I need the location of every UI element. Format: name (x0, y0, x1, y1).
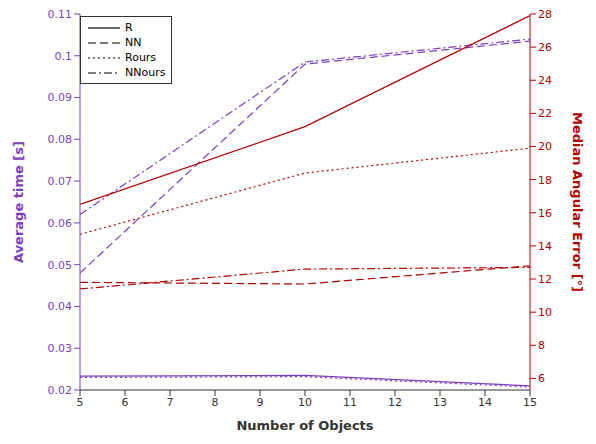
svg-text:18: 18 (538, 174, 552, 187)
svg-text:0.07: 0.07 (48, 175, 73, 188)
svg-text:Average time [s]: Average time [s] (11, 141, 26, 263)
svg-text:5: 5 (77, 396, 84, 409)
svg-text:0.06: 0.06 (48, 217, 73, 230)
svg-text:14: 14 (538, 240, 552, 253)
svg-text:12: 12 (538, 273, 552, 286)
svg-text:0.02: 0.02 (48, 384, 73, 397)
svg-text:0.1: 0.1 (55, 50, 73, 63)
svg-text:10: 10 (538, 306, 552, 319)
svg-text:0.09: 0.09 (48, 91, 73, 104)
svg-text:16: 16 (538, 207, 552, 220)
html-text:NNours: NNours (125, 66, 166, 79)
svg-text:7: 7 (167, 396, 174, 409)
html-text:NN: NN (125, 36, 142, 49)
svg-text:20: 20 (538, 140, 552, 153)
html-text:R: R (125, 21, 133, 34)
svg-text:8: 8 (538, 339, 545, 352)
svg-text:0.04: 0.04 (48, 300, 73, 313)
svg-text:6: 6 (538, 372, 545, 385)
svg-text:13: 13 (433, 396, 447, 409)
svg-text:Number of Objects: Number of Objects (236, 418, 373, 433)
svg-text:6: 6 (122, 396, 129, 409)
svg-text:22: 22 (538, 107, 552, 120)
svg-text:15: 15 (523, 396, 537, 409)
svg-text:24: 24 (538, 74, 552, 87)
svg-text:Median Angular Error [°]: Median Angular Error [°] (570, 112, 585, 292)
svg-text:0.11: 0.11 (48, 8, 73, 21)
svg-text:11: 11 (343, 396, 357, 409)
html-text:Rours: Rours (125, 51, 157, 64)
svg-text:12: 12 (388, 396, 402, 409)
svg-text:14: 14 (478, 396, 492, 409)
svg-text:0.08: 0.08 (48, 133, 73, 146)
svg-text:0.05: 0.05 (48, 259, 73, 272)
svg-text:0.03: 0.03 (48, 342, 73, 355)
svg-text:10: 10 (298, 396, 312, 409)
svg-text:28: 28 (538, 8, 552, 21)
svg-text:26: 26 (538, 41, 552, 54)
svg-text:8: 8 (212, 396, 219, 409)
svg-text:9: 9 (257, 396, 264, 409)
